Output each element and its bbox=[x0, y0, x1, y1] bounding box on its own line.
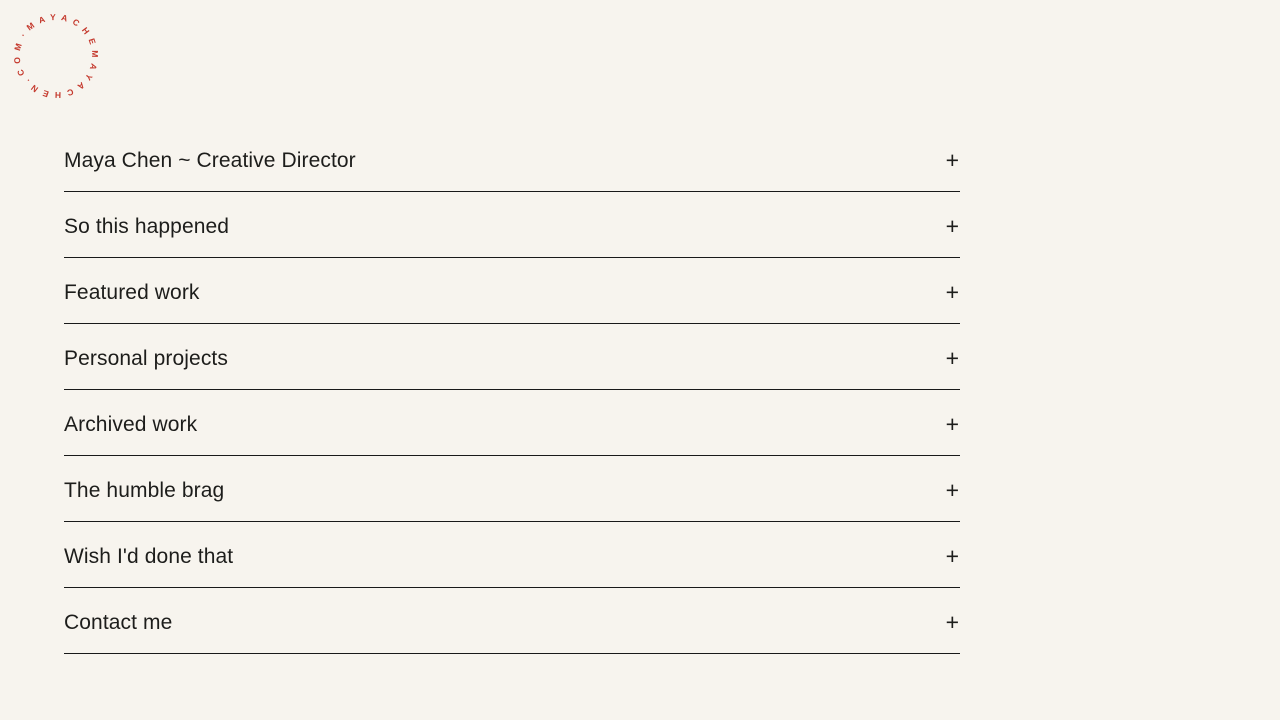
accordion-item[interactable]: Maya Chen ~ Creative Director + bbox=[64, 126, 960, 192]
accordion-item[interactable]: So this happened + bbox=[64, 192, 960, 258]
accordion-item[interactable]: Personal projects + bbox=[64, 324, 960, 390]
accordion-item-label: Maya Chen ~ Creative Director bbox=[64, 148, 356, 172]
accordion-item[interactable]: Featured work + bbox=[64, 258, 960, 324]
accordion-item-label: Personal projects bbox=[64, 346, 228, 370]
plus-icon[interactable]: + bbox=[945, 410, 959, 437]
accordion-item-label: The humble brag bbox=[64, 478, 225, 502]
plus-icon[interactable]: + bbox=[945, 146, 959, 173]
accordion-item-label: So this happened bbox=[64, 214, 230, 238]
accordion-item-label: Featured work bbox=[64, 280, 200, 304]
accordion-item[interactable]: The humble brag + bbox=[64, 456, 960, 522]
plus-icon[interactable]: + bbox=[945, 278, 959, 305]
accordion-item[interactable]: Wish I'd done that + bbox=[64, 522, 960, 588]
accordion-item-label: Contact me bbox=[64, 610, 173, 634]
logo-circular-text: ·MAYACHEMAYACHEN.COM bbox=[12, 12, 95, 100]
accordion-item[interactable]: Contact me + bbox=[64, 588, 960, 654]
plus-icon[interactable]: + bbox=[945, 476, 959, 503]
accordion-item-label: Archived work bbox=[64, 412, 198, 436]
plus-icon[interactable]: + bbox=[945, 608, 959, 635]
plus-icon[interactable]: + bbox=[945, 344, 959, 371]
accordion-item-label: Wish I'd done that bbox=[64, 544, 234, 568]
logo-circular-text-node: ·MAYACHEMAYACHEN.COM bbox=[12, 12, 100, 100]
plus-icon[interactable]: + bbox=[945, 212, 959, 239]
site-logo[interactable]: ·MAYACHEMAYACHEN.COM bbox=[0, 0, 112, 112]
circular-logo-svg: ·MAYACHEMAYACHEN.COM bbox=[12, 12, 100, 100]
plus-icon[interactable]: + bbox=[945, 542, 959, 569]
accordion-menu: Maya Chen ~ Creative Director + So this … bbox=[64, 126, 960, 654]
accordion-item[interactable]: Archived work + bbox=[64, 390, 960, 456]
